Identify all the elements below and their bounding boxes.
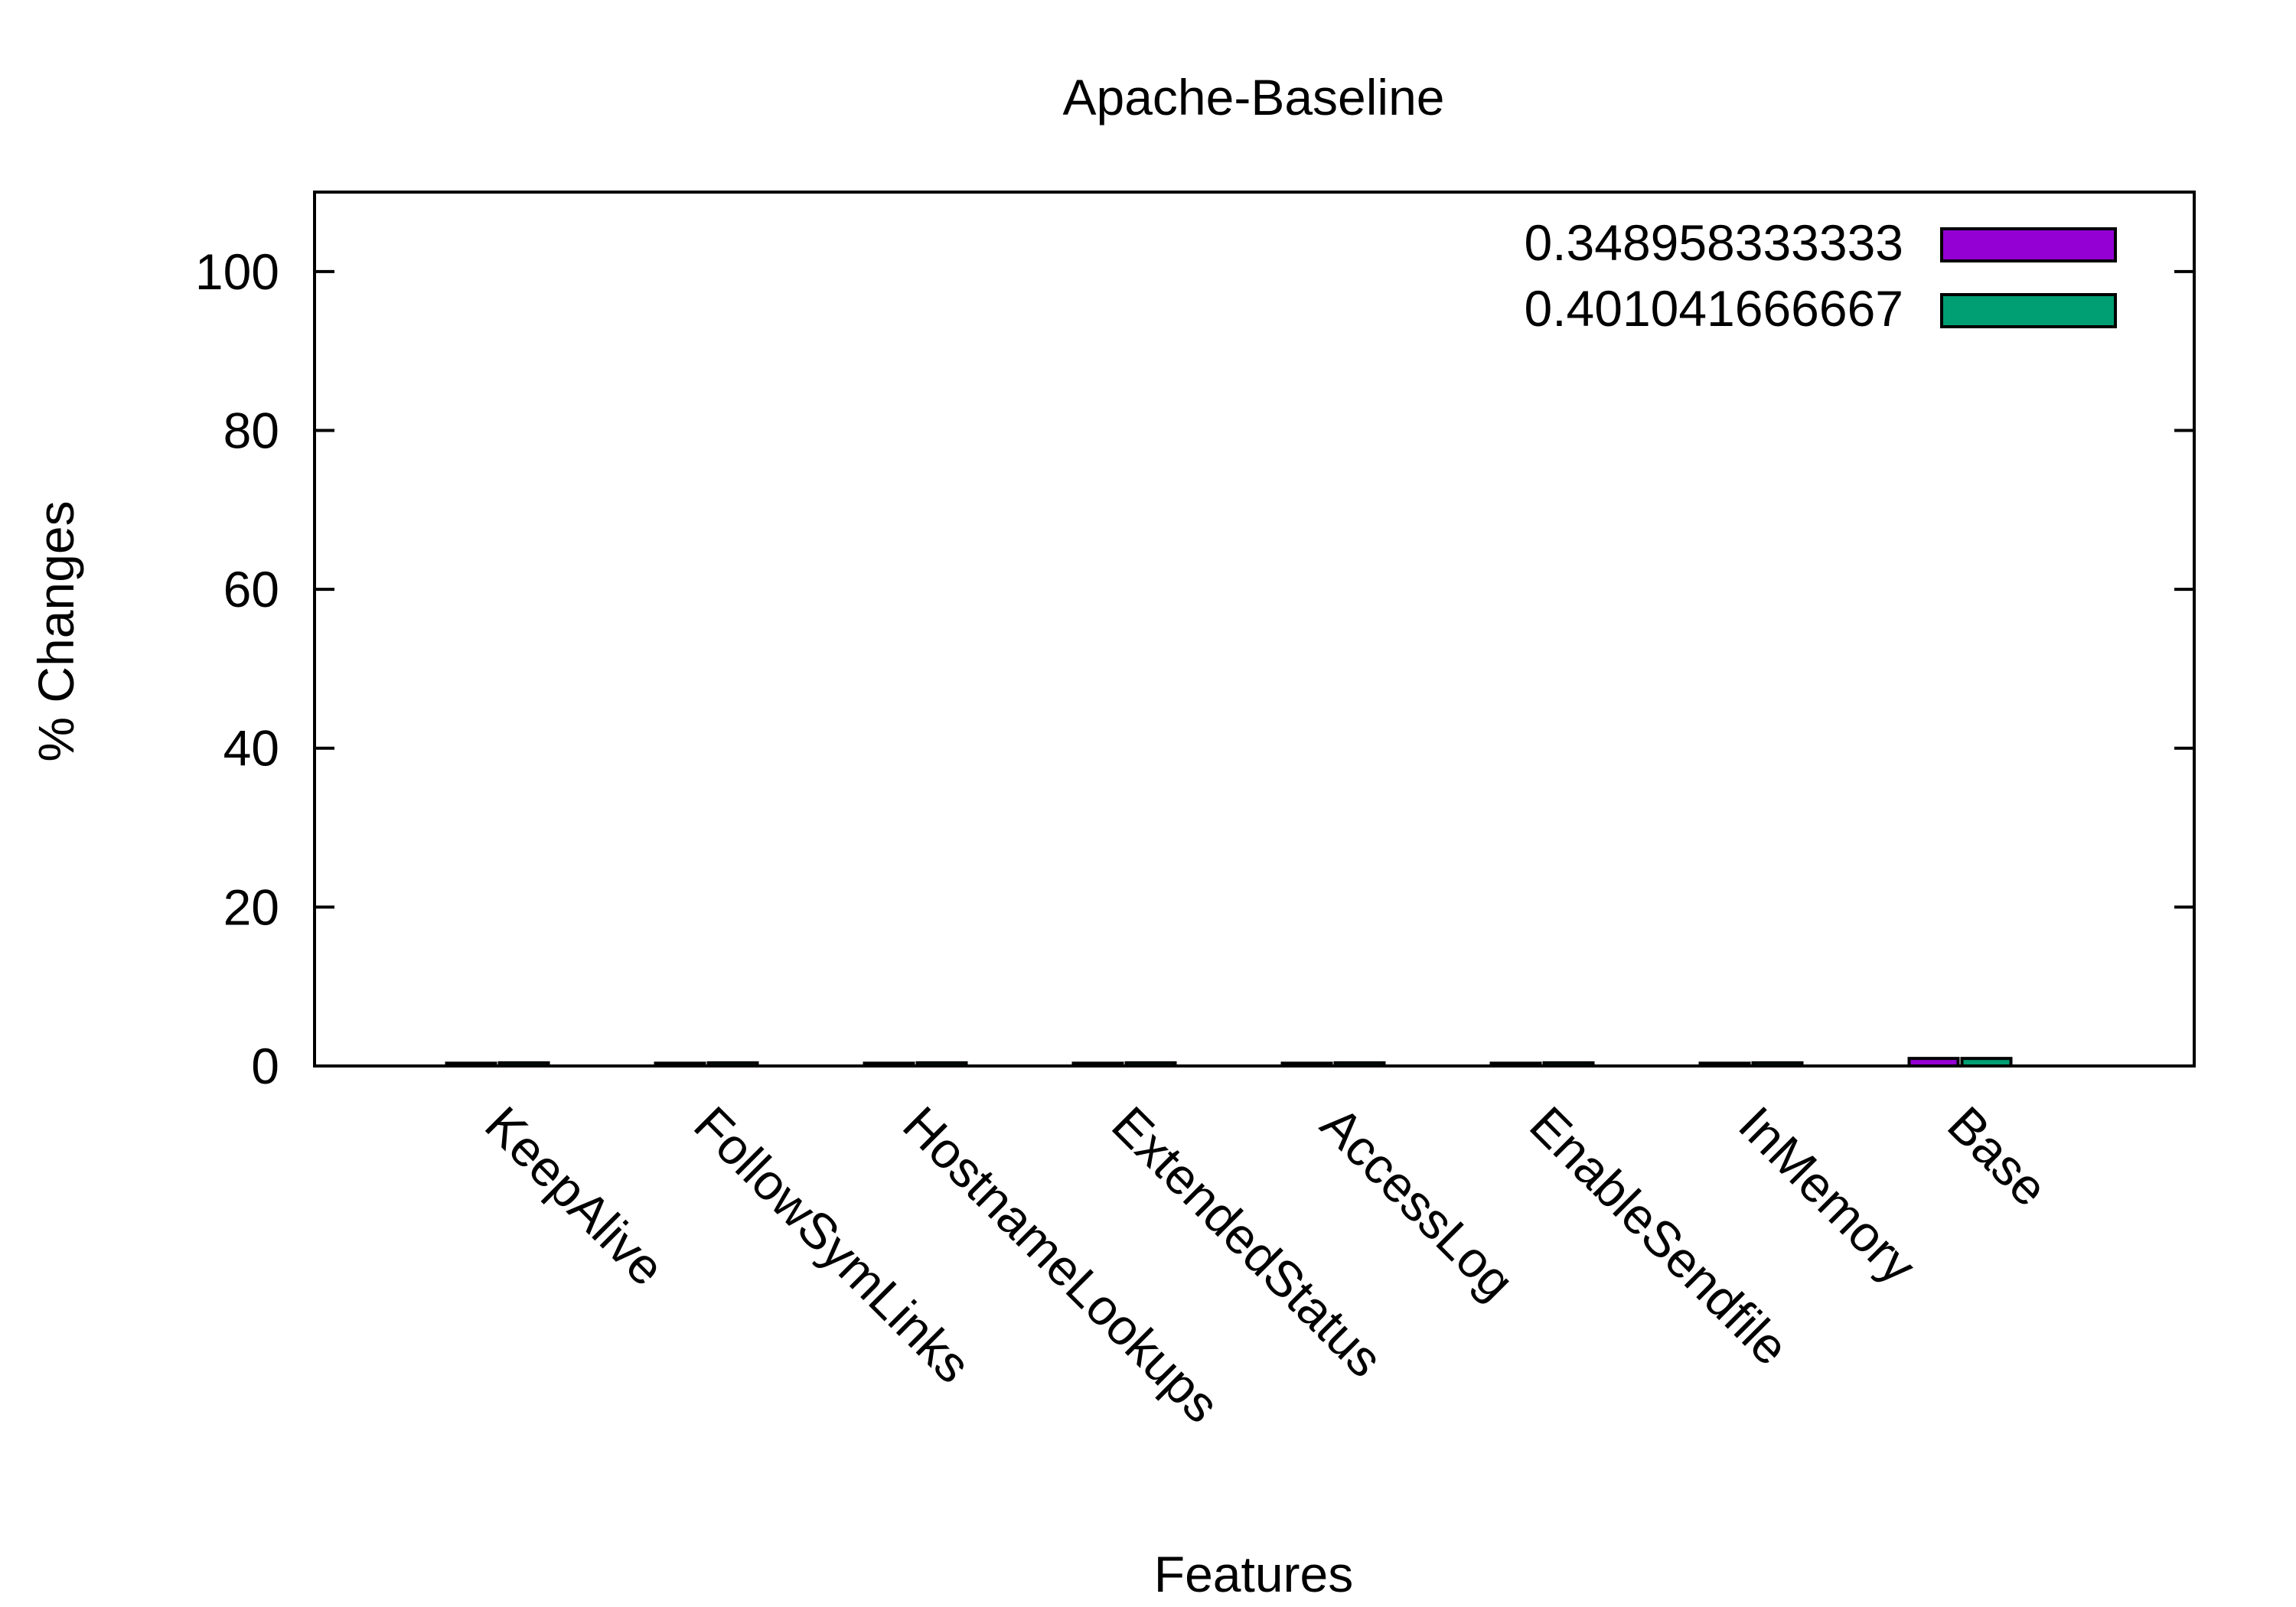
bar-hostnamelookups-series-2: [915, 1061, 968, 1068]
bar-base-series-1: [1907, 1057, 1960, 1068]
bar-base-series-2: [1960, 1057, 2013, 1068]
y-tick-label: 0: [251, 1038, 279, 1094]
x-tick-label: Base: [1937, 1096, 2059, 1217]
x-axis-label: Features: [1154, 1546, 1353, 1602]
bar-followsymlinks-series-1: [654, 1061, 706, 1068]
y-axis-label: % Changes: [28, 500, 84, 761]
plot-frame: [313, 191, 2196, 1068]
bar-accesslog-series-1: [1280, 1061, 1333, 1068]
legend-label: 0.348958333333: [1524, 214, 1903, 271]
bar-keepalive-series-2: [497, 1061, 550, 1068]
x-tick-label: KeepAlive: [475, 1096, 675, 1296]
y-tick-label: 40: [223, 720, 279, 777]
y-tick-label: 80: [223, 402, 279, 458]
legend-swatch: [1940, 293, 2117, 328]
chart-title: Apache-Baseline: [1063, 69, 1445, 125]
legend-label: 0.401041666667: [1524, 280, 1903, 337]
bar-followsymlinks-series-2: [706, 1061, 759, 1068]
bar-accesslog-series-2: [1333, 1061, 1386, 1068]
bar-extendedstatus-series-1: [1071, 1061, 1124, 1068]
bar-enablesendfile-series-2: [1542, 1061, 1595, 1068]
y-tick-label: 60: [223, 561, 279, 618]
bar-enablesendfile-series-1: [1489, 1061, 1542, 1068]
bar-inmemory-series-2: [1751, 1061, 1804, 1068]
bar-keepalive-series-1: [445, 1061, 497, 1068]
legend-swatch: [1940, 227, 2117, 262]
y-tick-label: 20: [223, 878, 279, 935]
x-tick-label: InMemory: [1728, 1096, 1927, 1295]
y-tick-label: 100: [195, 243, 279, 300]
bar-inmemory-series-1: [1698, 1061, 1751, 1068]
bar-extendedstatus-series-2: [1124, 1061, 1177, 1068]
x-tick-label: AccessLog: [1310, 1096, 1525, 1311]
bar-hostnamelookups-series-1: [863, 1061, 915, 1068]
